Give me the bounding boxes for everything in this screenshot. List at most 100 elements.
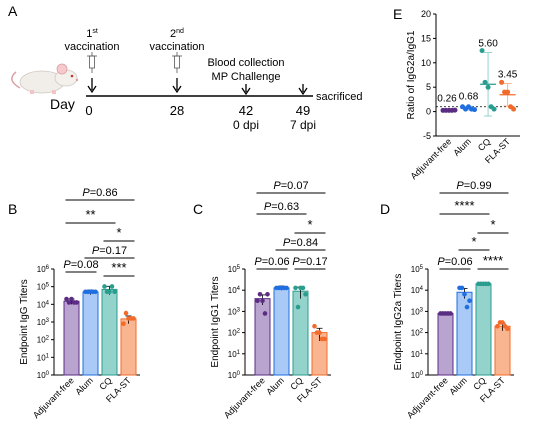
data-point — [319, 336, 325, 342]
panel-letter: D — [380, 201, 390, 217]
timeline-event-day-49: 49 7 dpi — [290, 84, 316, 132]
syringe-icon — [172, 52, 182, 73]
y-tick-label: 0 — [426, 107, 431, 117]
panel-a: A Day sacrificed 1st vaccination — [8, 3, 362, 132]
data-point — [464, 304, 470, 310]
data-point — [445, 311, 451, 316]
data-point — [265, 292, 270, 297]
x-tick-label: Adjuvant-free — [405, 375, 450, 420]
dpi-label: 0 dpi — [233, 118, 259, 132]
y-tick-label: 100 — [37, 371, 50, 380]
y-tick-label: 104 — [37, 300, 50, 309]
day-label: Day — [50, 96, 75, 112]
data-point — [66, 300, 72, 305]
significance-label: P=0.86 — [82, 187, 117, 199]
data-point — [312, 323, 317, 329]
y-tick-label: 100 — [228, 371, 241, 380]
bar-adjuvant-free — [63, 300, 80, 376]
data-point — [479, 48, 485, 54]
data-point — [121, 321, 126, 327]
data-point — [90, 289, 96, 295]
x-tick-label: Adjuvant-free — [408, 136, 453, 181]
chart-b: B 100 101 102 103 104 105 106 Endpoint IgG Titer… — [8, 187, 140, 420]
data-point — [452, 107, 458, 113]
data-point — [483, 281, 489, 287]
data-point — [69, 296, 74, 302]
mouse-icon — [11, 63, 79, 94]
mean-value-label: 3.45 — [498, 70, 518, 81]
mean-value-label: 5.60 — [478, 39, 498, 50]
data-point — [257, 292, 263, 297]
data-point — [300, 285, 306, 291]
x-tick-label: Adjuvant-free — [222, 375, 267, 420]
data-point — [478, 281, 484, 287]
y-tick-label: 101 — [411, 350, 424, 359]
event-label: MP Challenge — [212, 71, 281, 83]
significance-label: P=0.84 — [283, 237, 318, 249]
significance-label: *** — [111, 260, 126, 275]
significance-label: P=0.63 — [264, 201, 299, 213]
bar-alum — [82, 291, 99, 376]
data-point — [112, 289, 117, 295]
significance-label: P=0.99 — [456, 180, 491, 192]
data-point — [314, 330, 320, 335]
y-axis-label: Endpoint IgG2a Titers — [393, 274, 404, 371]
data-point — [71, 300, 77, 305]
significance-label: P=0.06 — [254, 256, 289, 268]
data-point — [472, 107, 478, 113]
panel-letter: B — [8, 201, 17, 217]
y-tick-label: 106 — [37, 265, 50, 274]
y-tick-label: 104 — [411, 286, 424, 295]
significance-label: * — [490, 217, 495, 232]
arrow-down-icon — [241, 84, 251, 96]
y-tick-label: 102 — [37, 336, 50, 345]
timeline-event-day-0: 1st vaccination 0 — [64, 28, 119, 118]
event-label: vaccination — [64, 41, 119, 53]
data-point — [109, 284, 115, 289]
significance-label: P=0.17 — [92, 245, 127, 257]
y-tick-label: 102 — [411, 329, 424, 338]
y-tick-label: 102 — [228, 329, 241, 338]
sacrificed-label: sacrificed — [316, 91, 362, 103]
arrow-down-icon — [87, 78, 97, 94]
x-tick-label: Alum — [73, 375, 95, 397]
data-point — [295, 304, 301, 310]
data-point — [482, 79, 488, 85]
y-tick-label: 20 — [421, 9, 431, 19]
data-point — [85, 289, 91, 295]
significance-label: * — [116, 225, 121, 240]
bar-adjuvant-free — [437, 312, 454, 376]
data-point — [462, 292, 467, 297]
x-tick-label: Alum — [447, 375, 469, 397]
dpi-label: 7 dpi — [290, 118, 316, 132]
x-tick-label: Adjuvant-free — [31, 375, 76, 420]
data-point — [293, 285, 298, 291]
data-point — [102, 284, 107, 289]
significance-label: P=0.17 — [292, 256, 327, 268]
arrow-down-icon — [172, 78, 182, 94]
data-point — [497, 320, 503, 325]
data-point — [128, 316, 134, 321]
data-point — [499, 79, 505, 85]
event-label: Blood collection — [207, 57, 284, 69]
panel-letter: E — [393, 6, 402, 22]
y-axis-label: Ratio of IgG2a/IgG1 — [406, 30, 417, 119]
data-point — [123, 310, 129, 316]
significance-label: **** — [483, 253, 503, 268]
bar-adjuvant-free — [254, 298, 271, 376]
bar-alum — [273, 287, 290, 376]
y-axis-label: Endpoint IgG1 Titers — [210, 276, 221, 367]
y-tick-label: 15 — [421, 33, 431, 43]
arrow-down-icon — [298, 84, 308, 96]
data-point — [491, 106, 497, 112]
bar-fla-st — [120, 318, 137, 376]
data-point — [255, 298, 260, 303]
y-axis-label: Endpoint IgG Titers — [19, 279, 30, 365]
bar-alum — [456, 291, 473, 376]
timeline-event-day-42: Blood collection MP Challenge 42 0 dpi — [207, 57, 284, 132]
significance-label: ** — [85, 207, 95, 222]
event-label: vaccination — [149, 41, 204, 53]
event-label: 2nd — [170, 28, 184, 40]
y-tick-label: 103 — [228, 307, 241, 316]
